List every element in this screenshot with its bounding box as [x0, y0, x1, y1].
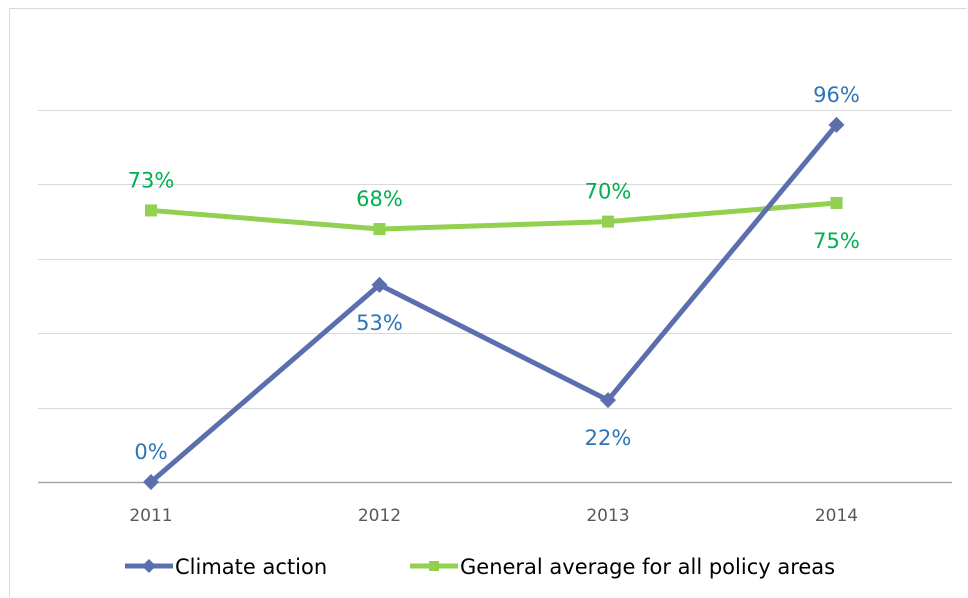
series-line [148, 200, 839, 232]
data-label: 73% [128, 168, 175, 192]
data-label: 0% [134, 440, 167, 464]
data-label: 75% [813, 229, 860, 253]
legend-label: General average for all policy areas [460, 555, 835, 579]
legend-item: Climate action [125, 555, 327, 579]
x-axis: 2011 2012 2013 2014 [38, 481, 952, 526]
data-point [602, 215, 614, 228]
legend-item: General average for all policy areas [410, 555, 835, 579]
data-label: 53% [356, 311, 403, 335]
legend-label: Climate action [175, 555, 327, 579]
legend-marker [429, 561, 439, 571]
data-label: 22% [585, 426, 632, 450]
data-point [371, 276, 388, 293]
data-point [373, 223, 386, 236]
legend-marker [142, 559, 156, 573]
gridlines [38, 110, 952, 409]
chart-frame [9, 8, 967, 597]
series-line [148, 122, 839, 485]
series-layer [143, 116, 845, 490]
data-point [828, 116, 845, 133]
data-label: 68% [356, 187, 403, 211]
data-label: 70% [585, 180, 632, 204]
x-tick-label: 2014 [815, 506, 858, 526]
x-tick-label: 2013 [586, 506, 629, 526]
data-point [145, 204, 157, 217]
data-point [143, 474, 159, 490]
data-point [600, 392, 616, 409]
x-tick-label: 2011 [129, 506, 172, 526]
x-tick-label: 2012 [358, 506, 401, 526]
data-label: 96% [813, 83, 860, 107]
data-labels: 73% 68% 70% 75% 0% 53% 22% 96% [128, 83, 860, 464]
data-point [830, 197, 843, 209]
legend: Climate action General average for all po… [125, 555, 835, 579]
